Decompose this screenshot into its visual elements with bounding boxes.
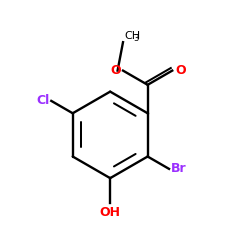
Text: Br: Br <box>171 162 187 175</box>
Text: 3: 3 <box>134 34 139 43</box>
Text: O: O <box>175 64 186 77</box>
Text: Cl: Cl <box>36 94 49 108</box>
Text: CH: CH <box>124 31 140 41</box>
Text: O: O <box>110 64 121 77</box>
Text: OH: OH <box>100 206 121 219</box>
